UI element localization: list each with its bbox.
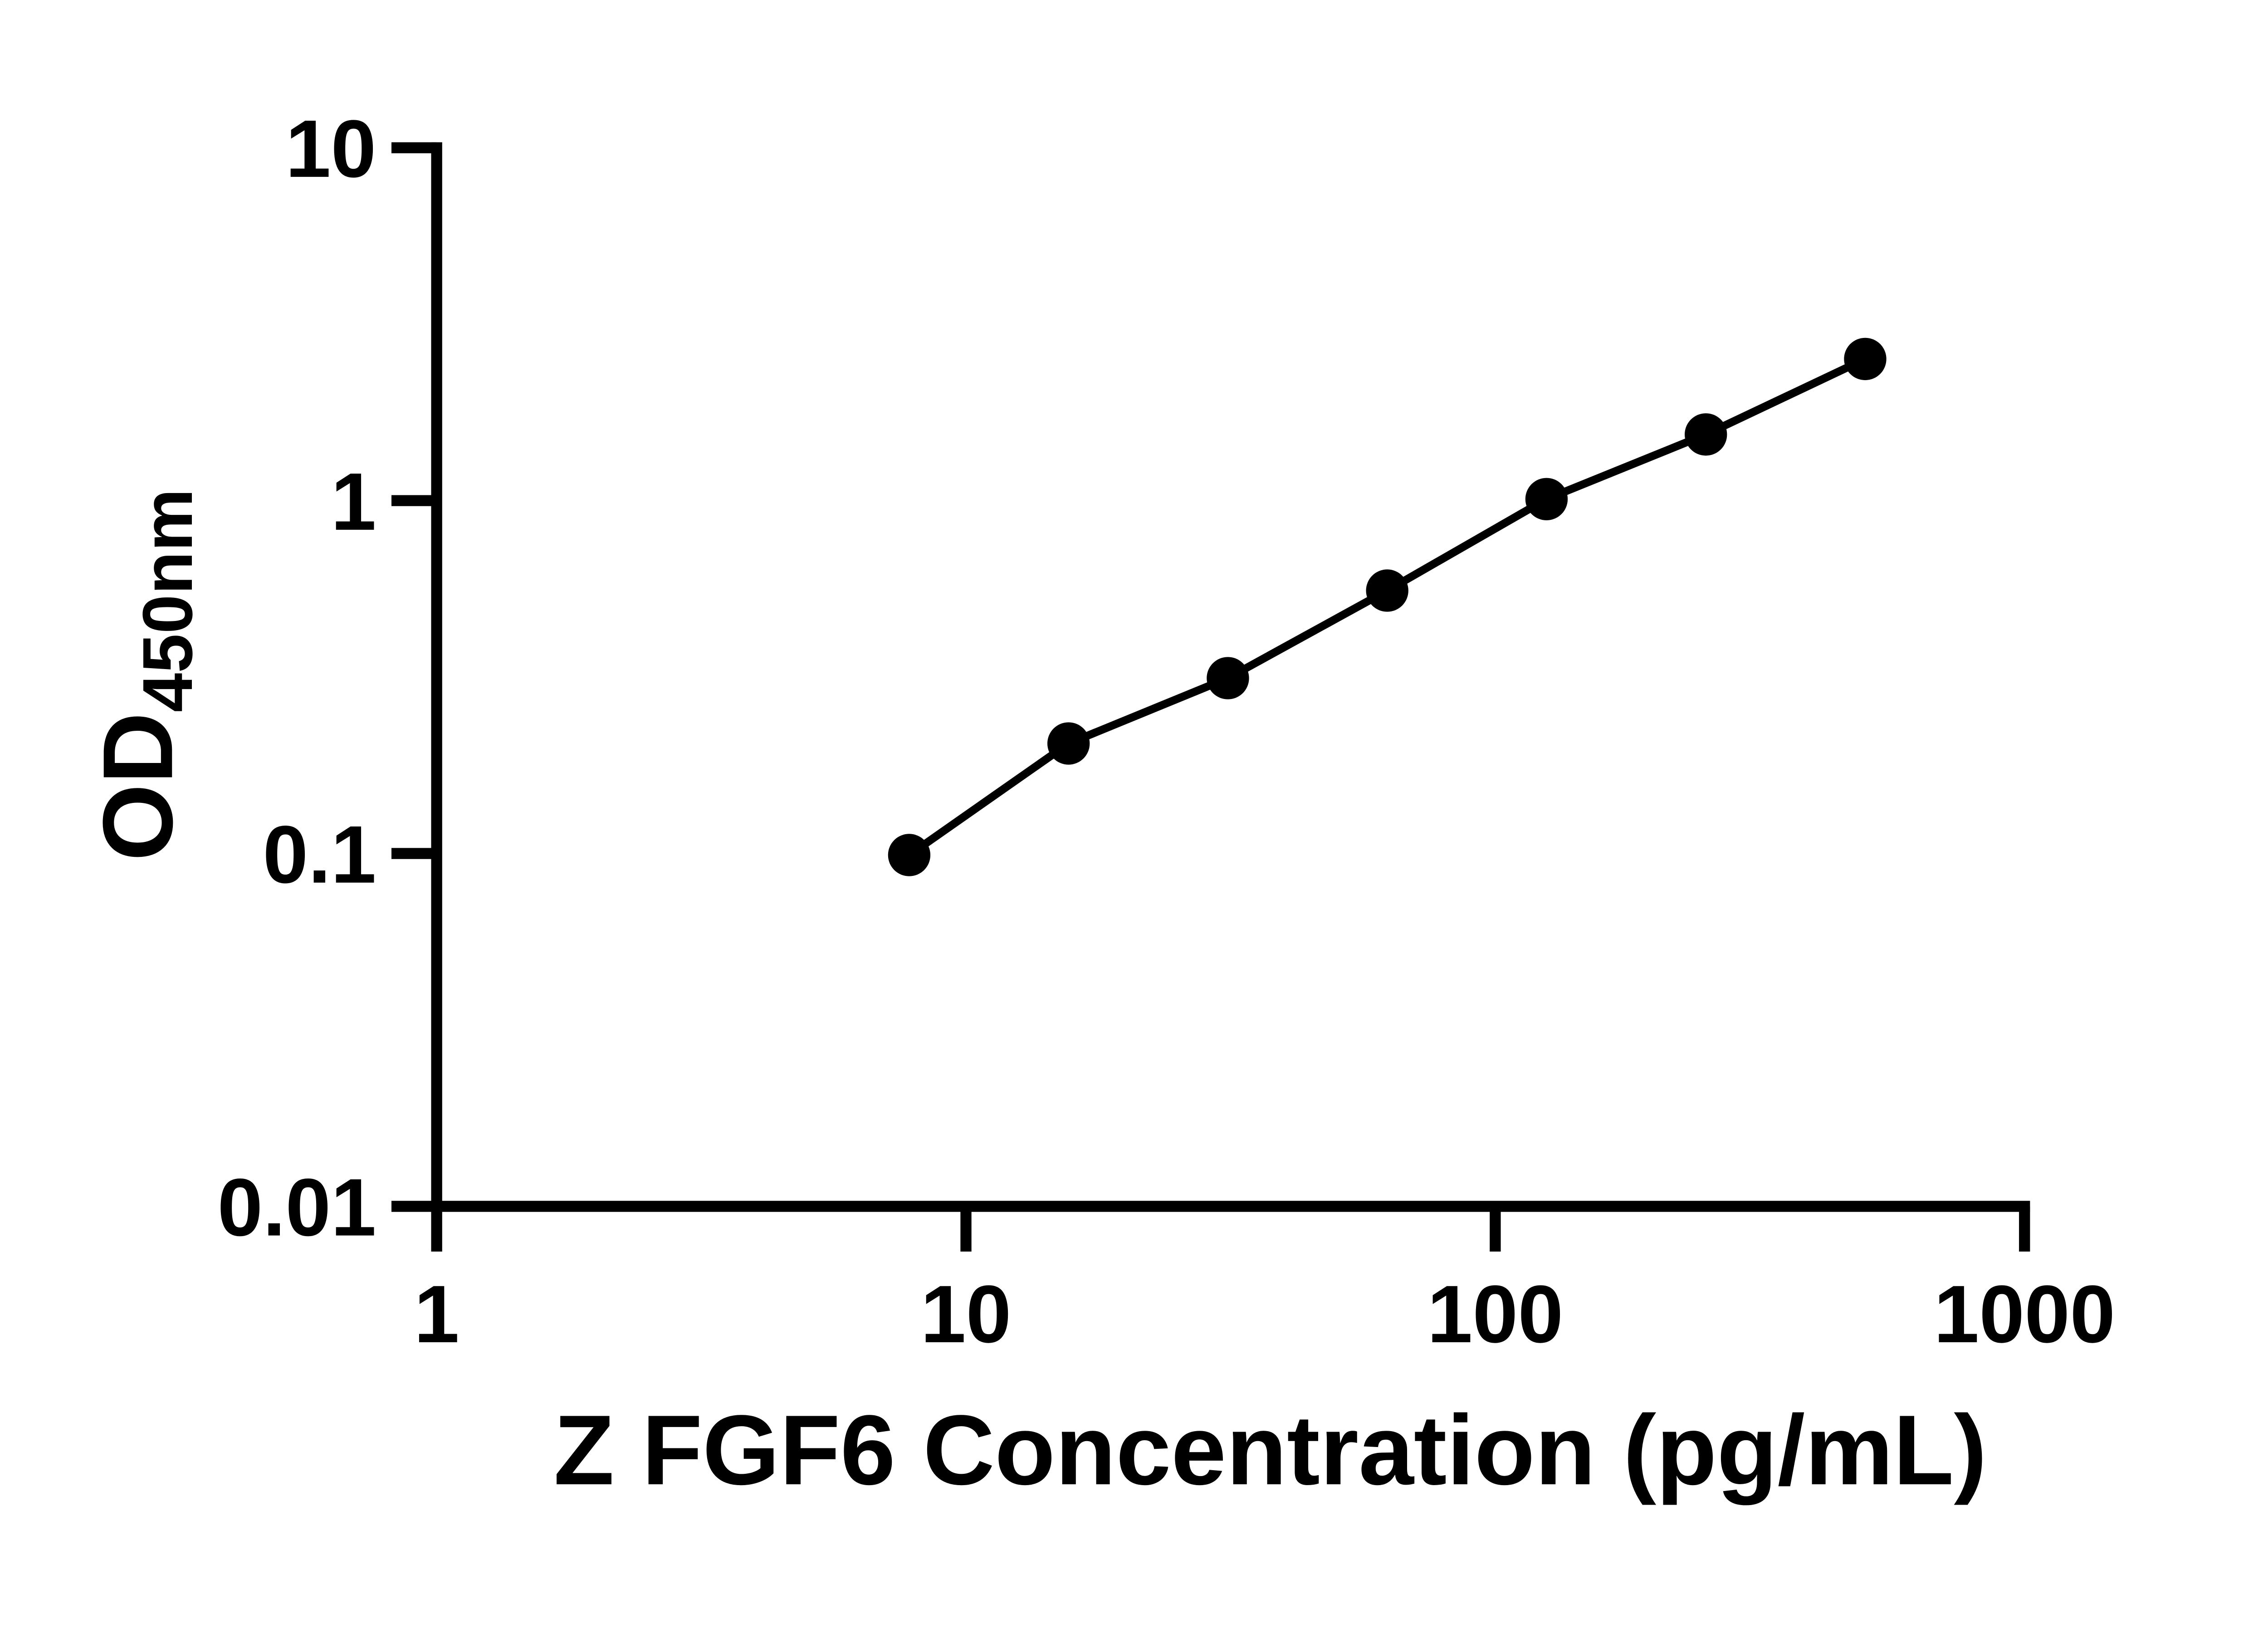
data-point (1366, 569, 1408, 612)
data-point (1685, 413, 1727, 456)
data-point (1047, 722, 1090, 765)
y-tick-label: 10 (285, 103, 376, 195)
data-point (1207, 657, 1249, 699)
y-tick-label: 1 (331, 456, 376, 548)
x-tick-label: 10 (920, 1269, 1011, 1360)
y-axis-title-subscript: 450nm (128, 489, 207, 712)
data-point (1525, 478, 1568, 520)
axes-layer: 1 10 100 1000 0.01 0.1 1 10 (217, 103, 2115, 1360)
x-tick-label: 1000 (1934, 1269, 2115, 1360)
chart: 1 10 100 1000 0.01 0.1 1 10 OD450nm Z FGF6 Conc… (0, 0, 2268, 1588)
x-tick-label: 1 (414, 1269, 459, 1360)
x-axis-title: Z FGF6 Concentration (pg/mL) (554, 1395, 1987, 1506)
y-axis-title-main: OD (83, 712, 193, 861)
y-tick-label: 0.1 (263, 809, 376, 900)
y-axis-title: OD450nm (83, 489, 207, 861)
data-point (1844, 337, 1887, 381)
data-point (888, 834, 931, 876)
chart-background (0, 0, 2268, 1588)
series-layer (888, 337, 1887, 876)
elisa-standard-curve-figure: 1 10 100 1000 0.01 0.1 1 10 OD450nm Z FGF6 Conc… (0, 0, 2268, 1588)
x-tick-label: 100 (1427, 1269, 1563, 1360)
y-tick-label: 0.01 (217, 1162, 376, 1253)
